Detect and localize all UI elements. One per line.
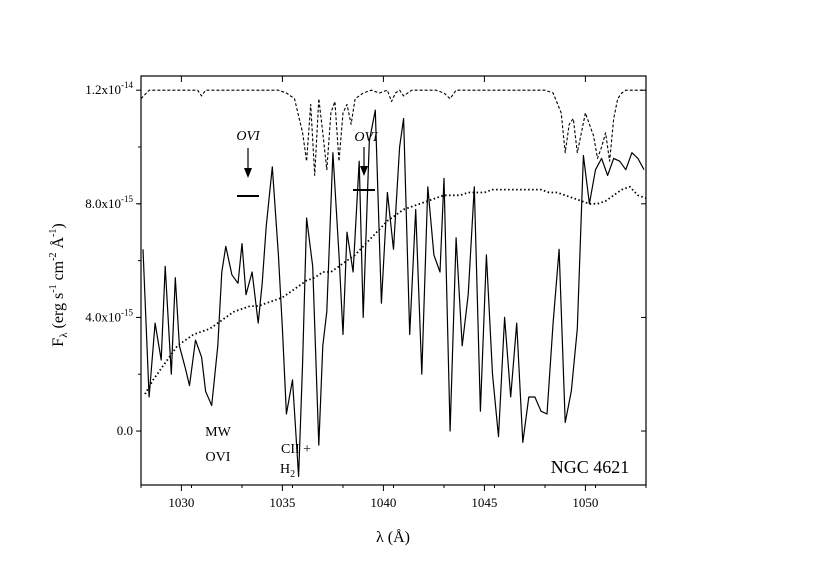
x-tick-label: 1035 <box>269 495 295 510</box>
series-solid-line <box>142 109 645 478</box>
annotation-h2-sub: 2 <box>290 469 295 480</box>
y-tick-label: 8.0x10-15 <box>85 194 133 211</box>
ovi-2-arrow-head <box>360 166 368 176</box>
series-dashed-line <box>141 89 646 176</box>
y-axis-title-exp2: -2 <box>48 253 59 261</box>
y-axis-title-mid1: (erg s <box>50 293 67 333</box>
x-tick-label: 1045 <box>471 495 497 510</box>
annotation-mw-ovi: OVI <box>206 450 231 465</box>
y-tick-label: 4.0x10-15 <box>85 307 133 324</box>
y-axis-title-exp3: -1 <box>48 229 59 237</box>
x-tick-label: 1030 <box>168 495 194 510</box>
annotation-ovi-1: OVI <box>236 129 261 144</box>
annotation-h2-base: H <box>280 462 290 477</box>
annotation-c2: CII + <box>281 442 311 457</box>
y-axis-title: Fλ (erg s-1 cm-2 Å-1) <box>48 223 70 346</box>
y-axis-title-mid3: Å <box>49 237 67 253</box>
y-axis-title-mid2: cm <box>50 260 67 284</box>
plot-frame <box>140 75 647 486</box>
annotation-ovi-2: OVI <box>354 130 379 145</box>
x-tick-label: 1050 <box>572 495 598 510</box>
y-axis-title-base: F <box>50 338 67 347</box>
annotation-mw: MW <box>205 425 231 440</box>
y-tick-label: 0.0 <box>117 423 133 438</box>
y-axis-title-sub: λ <box>58 332 70 338</box>
x-axis-title: λ (Å) <box>376 528 410 546</box>
annotation-galaxy: NGC 4621 <box>551 457 630 477</box>
y-axis-title-end: ) <box>50 223 67 228</box>
x-tick-label: 1040 <box>370 495 396 510</box>
y-axis-title-exp1: -1 <box>48 284 59 292</box>
ovi-1-arrow-head <box>244 168 252 178</box>
annotation-h2: H2 <box>280 462 295 480</box>
y-tick-label: 1.2x10-14 <box>85 80 133 97</box>
